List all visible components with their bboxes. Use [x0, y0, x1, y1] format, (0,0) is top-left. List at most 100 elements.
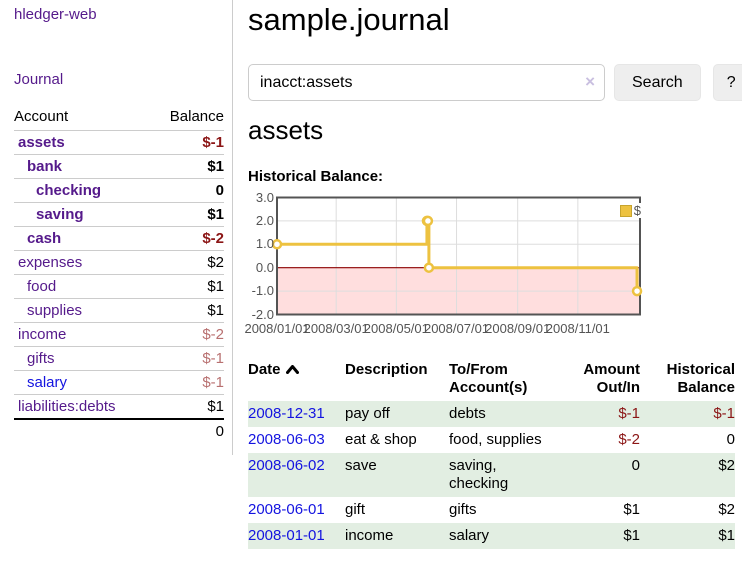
register-header-date[interactable]: Date — [248, 357, 345, 401]
accounts-header-account: Account — [14, 108, 69, 125]
account-row-checking: checking 0 — [14, 178, 224, 203]
register-row: 2008-06-02 save saving, checking 0 $2 — [248, 453, 735, 497]
account-balance: $1 — [150, 154, 224, 179]
register-header-description: Description — [345, 361, 428, 378]
x-axis-tick-label: 2008/03/01 — [303, 321, 369, 336]
account-link-food[interactable]: food — [27, 278, 57, 295]
register-header-accounts: To/From Account(s) — [449, 361, 528, 396]
account-balance: $-1 — [150, 346, 224, 371]
sort-ascending-icon — [285, 365, 299, 374]
app-title-link[interactable]: hledger-web — [14, 6, 97, 23]
account-link-expenses[interactable]: expenses — [18, 254, 83, 271]
register-header-balance: Historical Balance — [666, 361, 735, 396]
x-axis-tick-label: 2008/07/01 — [423, 321, 490, 336]
accounts-total-row: 0 — [14, 418, 224, 443]
account-link-cash[interactable]: cash — [27, 230, 62, 247]
y-axis-tick-label: 3.0 — [255, 189, 274, 205]
account-balance: $1 — [150, 202, 224, 227]
help-button[interactable]: ? — [712, 64, 742, 101]
transaction-amount: $1 — [623, 527, 640, 544]
page-title: sample.journal — [248, 2, 450, 37]
transaction-amount: 0 — [631, 457, 640, 474]
transaction-description: gift — [345, 501, 366, 518]
register-table: Date Description To/From Account(s) Amou… — [248, 357, 735, 549]
account-row-salary: salary $-1 — [14, 370, 224, 395]
y-axis-tick-label: 0.0 — [255, 259, 274, 275]
account-link-assets[interactable]: assets — [18, 134, 65, 151]
search-input[interactable] — [248, 64, 605, 101]
transaction-amount: $-2 — [618, 431, 640, 448]
transaction-balance: 0 — [726, 431, 735, 448]
account-heading: assets — [248, 115, 324, 145]
register-row: 2008-01-01 income salary $1 $1 — [248, 523, 735, 549]
transaction-date-link[interactable]: 2008-01-01 — [248, 527, 325, 544]
main-content: sample.journal × Search ? assets Histori… — [233, 0, 742, 549]
transaction-accounts: gifts — [449, 501, 477, 518]
account-link-gifts[interactable]: gifts — [27, 350, 55, 367]
y-axis-tick-label: 1.0 — [255, 236, 274, 252]
transaction-accounts: food, supplies — [449, 431, 542, 448]
x-axis-tick-label: 2008/11/01 — [545, 321, 610, 336]
y-axis-tick-label: -1.0 — [251, 283, 274, 299]
transaction-balance: $1 — [718, 527, 735, 544]
account-balance: $2 — [150, 250, 224, 275]
search-button[interactable]: Search — [614, 64, 701, 101]
transaction-date-link[interactable]: 2008-06-02 — [248, 457, 325, 474]
register-header-amount: Amount Out/In — [583, 361, 640, 396]
account-link-salary[interactable]: salary — [27, 374, 68, 391]
account-balance: $-1 — [150, 130, 224, 155]
account-balance: $1 — [150, 394, 224, 419]
account-row-cash: cash $-2 — [14, 226, 224, 251]
register-row: 2008-06-03 eat & shop food, supplies $-2… — [248, 427, 735, 453]
transaction-date-link[interactable]: 2008-06-03 — [248, 431, 325, 448]
account-balance: $-1 — [150, 370, 224, 395]
transaction-amount: $-1 — [618, 405, 640, 422]
account-balance: $1 — [150, 298, 224, 323]
legend-label: $ — [633, 203, 641, 218]
x-axis-tick-label: 2008/09/01 — [485, 321, 551, 336]
transaction-description: save — [345, 457, 377, 474]
search-form: × Search ? — [248, 64, 742, 101]
accounts-total-balance: 0 — [150, 418, 224, 443]
transaction-accounts: salary — [449, 527, 490, 544]
register-row: 2008-12-31 pay off debts $-1 $-1 — [248, 401, 735, 427]
transaction-date-link[interactable]: 2008-12-31 — [248, 405, 325, 422]
legend-swatch-icon — [619, 204, 632, 217]
sidebar: hledger-web Journal Account Balance asse… — [0, 0, 233, 455]
page: hledger-web Journal Account Balance asse… — [0, 0, 742, 549]
account-balance: $1 — [150, 274, 224, 299]
historical-balance-chart: 3.0 2.0 1.0 0.0 -1.0 -2.0 2008/01/01 2008/03/0… — [244, 190, 648, 339]
transaction-accounts: debts — [449, 405, 486, 422]
transaction-description: income — [345, 527, 394, 544]
account-row-expenses: expenses $2 — [14, 250, 224, 275]
account-link-liabilities-debts[interactable]: liabilities:debts — [18, 398, 116, 415]
transaction-description: pay off — [345, 405, 390, 422]
transaction-accounts: saving, checking — [449, 457, 509, 492]
sidebar-item-journal[interactable]: Journal — [14, 71, 64, 88]
chart-canvas — [271, 196, 643, 316]
accounts-header-balance: Balance — [169, 108, 224, 125]
y-axis-tick-label: -2.0 — [251, 306, 274, 322]
x-axis-tick-label: 2008/05/01 — [363, 321, 429, 336]
transaction-date-link[interactable]: 2008-06-01 — [248, 501, 325, 518]
x-axis-tick-label: 2008/01/01 — [244, 321, 310, 336]
account-row-income: income $-2 — [14, 322, 224, 347]
transaction-amount: $1 — [623, 501, 640, 518]
account-link-supplies[interactable]: supplies — [27, 302, 83, 319]
account-balance: $-2 — [150, 226, 224, 251]
account-row-food: food $1 — [14, 274, 224, 299]
transaction-balance: $-1 — [713, 405, 735, 422]
account-balance: 0 — [150, 178, 224, 203]
transaction-balance: $2 — [718, 501, 735, 518]
account-link-saving[interactable]: saving — [36, 206, 84, 223]
register-header-row: Date Description To/From Account(s) Amou… — [248, 357, 735, 401]
clear-search-icon[interactable]: × — [585, 72, 595, 91]
account-balance: $-2 — [150, 322, 224, 347]
account-link-income[interactable]: income — [18, 326, 67, 343]
account-link-checking[interactable]: checking — [36, 182, 102, 199]
y-axis-tick-label: 2.0 — [255, 212, 274, 228]
account-row-supplies: supplies $1 — [14, 298, 224, 323]
account-row-bank: bank $1 — [14, 154, 224, 179]
account-row-saving: saving $1 — [14, 202, 224, 227]
account-link-bank[interactable]: bank — [27, 158, 63, 175]
